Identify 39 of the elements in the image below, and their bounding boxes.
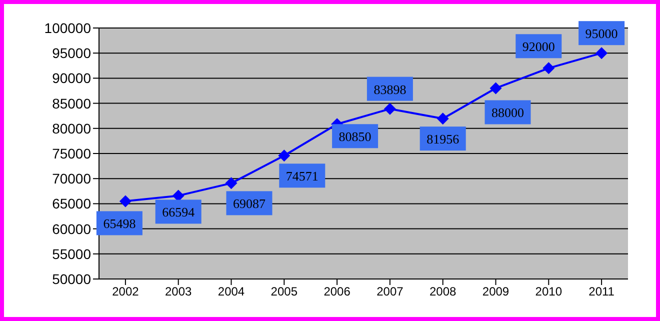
data-label: 81956 [426, 132, 460, 147]
data-label: 65498 [103, 216, 136, 232]
x-tick-label: 2005 [270, 284, 298, 299]
point [119, 195, 132, 208]
data-label: 69087 [233, 196, 266, 212]
x-tick-label: 2006 [324, 284, 351, 299]
point [490, 82, 502, 94]
y-tick-label: 90000 [52, 70, 92, 86]
data-label: 66594 [162, 204, 196, 220]
data-label: 95000 [585, 26, 618, 42]
point [436, 112, 449, 125]
y-tick-label: 100000 [44, 20, 92, 36]
data-label: 92000 [522, 39, 555, 54]
x-tick-label: 2010 [535, 284, 562, 299]
x-tick-label: 2003 [165, 284, 192, 299]
x-tick-label: 2007 [376, 284, 404, 299]
y-tick-label: 50000 [52, 270, 92, 287]
y-tick-label: 65000 [52, 196, 92, 212]
y-tick-label: 80000 [52, 120, 92, 136]
data-label: 83898 [374, 82, 406, 97]
data-label: 80850 [338, 129, 372, 144]
point [278, 150, 290, 162]
point [596, 47, 608, 60]
y-tick-label: 70000 [52, 170, 92, 187]
x-tick-label: 2011 [588, 284, 615, 299]
data-label: 74571 [286, 168, 318, 184]
y-tick-label: 55000 [52, 246, 92, 262]
y-tick-label: 85000 [52, 95, 92, 112]
point [225, 177, 238, 190]
data-label: 88000 [492, 105, 524, 120]
x-tick-label: 2008 [430, 284, 457, 299]
x-tick-label: 2002 [112, 284, 140, 299]
y-tick-label: 95000 [52, 45, 92, 62]
y-tick-label: 60000 [52, 220, 92, 237]
y-tick-label: 75000 [52, 145, 92, 162]
point [384, 102, 396, 115]
x-tick-label: 2009 [482, 284, 510, 299]
x-tick-label: 2004 [218, 284, 245, 299]
point [542, 62, 555, 74]
